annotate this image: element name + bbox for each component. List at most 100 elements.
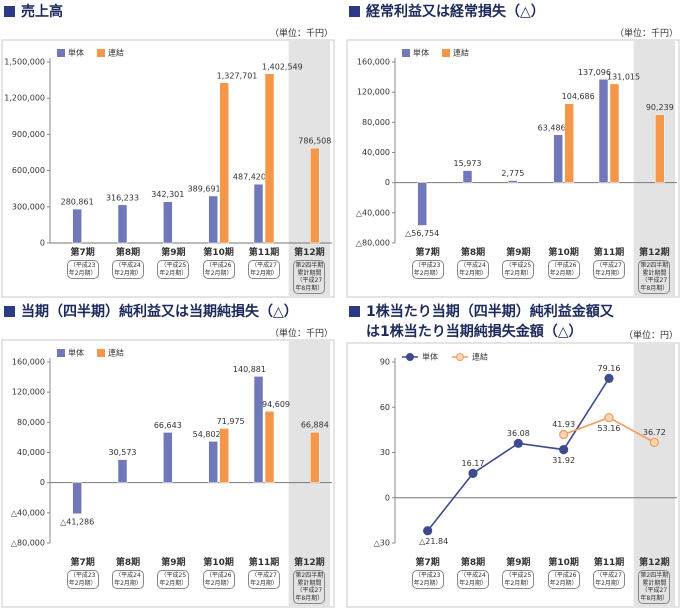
value-label: 2,775 bbox=[501, 169, 524, 178]
category-note: 第2四半期累計期間（平成27年8月期） bbox=[638, 570, 671, 604]
highlight-column bbox=[633, 344, 675, 606]
bar bbox=[208, 441, 218, 483]
value-label: △41,286 bbox=[60, 517, 94, 526]
category-note: （平成25年2月期） bbox=[502, 570, 535, 589]
category-name: 第7期 bbox=[70, 558, 95, 568]
plot-frame bbox=[346, 39, 680, 298]
bar bbox=[117, 459, 128, 483]
category-note: 第2四半期累計期間（平成27年8月期） bbox=[293, 260, 326, 294]
x-tick-label: 第7期 （平成23年2月期） bbox=[405, 247, 451, 279]
chart-title: 売上高 bbox=[4, 2, 341, 22]
chart-title: 1株当たり当期（四半期）純利益金額又は1株当たり当期純損失金額（△） bbox=[349, 302, 621, 342]
category-note: （平成27年2月期） bbox=[248, 260, 280, 279]
x-tick-label: 第11期 （平成27年2月期） bbox=[586, 557, 632, 589]
chart-title: 経常利益又は経常損失（△） bbox=[349, 2, 680, 22]
category-note: （平成27年2月期） bbox=[248, 570, 280, 589]
y-tick-label: △40,000 bbox=[356, 208, 390, 217]
bar bbox=[219, 82, 229, 244]
legend-label: 単体 bbox=[68, 348, 84, 358]
bar bbox=[564, 103, 574, 183]
y-tick-label: 90 bbox=[380, 358, 390, 367]
value-label: 66,884 bbox=[301, 421, 329, 430]
bar bbox=[462, 170, 473, 183]
bar bbox=[310, 147, 320, 244]
bar bbox=[72, 208, 82, 244]
value-label: 54,802 bbox=[193, 430, 221, 439]
highlight-column bbox=[288, 41, 330, 296]
unit-label: （単位：千円） bbox=[269, 329, 333, 339]
value-label: 30,573 bbox=[109, 448, 137, 457]
category-note: （平成24年2月期） bbox=[457, 570, 489, 589]
value-label: 90,239 bbox=[646, 103, 674, 112]
y-tick-label: 60 bbox=[380, 403, 390, 412]
category-name: 第7期 bbox=[415, 248, 440, 258]
y-tick-label: 1,200,000 bbox=[4, 94, 45, 103]
category-name: 第7期 bbox=[415, 558, 440, 568]
x-tick-label: 第7期 （平成23年2月期） bbox=[60, 557, 106, 589]
point bbox=[559, 445, 569, 455]
y-tick-label: 120,000 bbox=[12, 388, 45, 397]
y-tick-label: 1,500,000 bbox=[4, 58, 45, 67]
x-tick-label: 第8期 （平成24年2月期） bbox=[105, 247, 151, 279]
y-tick-label: 300,000 bbox=[12, 202, 45, 211]
value-label: 131,015 bbox=[607, 72, 640, 81]
value-label: 342,301 bbox=[151, 190, 184, 199]
value-label: 487,420 bbox=[233, 173, 266, 182]
bar bbox=[72, 482, 82, 515]
bar bbox=[609, 83, 620, 183]
x-tick-label: 第10期 （平成26年2月期） bbox=[541, 557, 587, 589]
x-tick-label: 第12期 第2四半期累計期間（平成27年8月期） bbox=[286, 247, 332, 294]
y-tick-label: △80,000 bbox=[11, 539, 45, 548]
category-name: 第12期 bbox=[639, 558, 670, 568]
bar bbox=[598, 79, 609, 183]
legend-label: 単体 bbox=[68, 48, 84, 58]
y-tick-label: 80,000 bbox=[17, 418, 45, 427]
bar bbox=[553, 134, 563, 183]
category-note: （平成23年2月期） bbox=[66, 570, 99, 589]
x-tick-label: 第9期 （平成25年2月期） bbox=[495, 557, 541, 589]
category-name: 第8期 bbox=[115, 248, 141, 258]
y-tick-label: 0 bbox=[40, 478, 45, 487]
value-label: 66,643 bbox=[154, 421, 182, 430]
legend-swatch bbox=[57, 49, 65, 57]
y-tick-label: 30 bbox=[380, 448, 390, 457]
highlight-column bbox=[633, 41, 675, 296]
legend-label: 連結 bbox=[472, 352, 488, 362]
legend-label: 単体 bbox=[413, 48, 429, 58]
legend-label: 単体 bbox=[422, 352, 438, 362]
x-tick-label: 第10期 （平成26年2月期） bbox=[196, 247, 242, 279]
category-name: 第10期 bbox=[548, 558, 579, 568]
legend-marker bbox=[406, 353, 414, 361]
x-tick-label: 第8期 （平成24年2月期） bbox=[105, 557, 151, 589]
category-note: （平成27年2月期） bbox=[593, 260, 625, 279]
legend-marker bbox=[456, 353, 464, 361]
y-tick-label: 0 bbox=[385, 493, 390, 502]
category-note: （平成24年2月期） bbox=[457, 260, 489, 279]
category-note: （平成24年2月期） bbox=[112, 570, 144, 589]
category-note: （平成25年2月期） bbox=[502, 260, 535, 279]
bar bbox=[219, 428, 229, 483]
bar bbox=[508, 180, 518, 183]
x-tick-label: 第12期 第2四半期累計期間（平成27年8月期） bbox=[286, 557, 332, 604]
category-note: （平成23年2月期） bbox=[66, 260, 99, 279]
value-label: 36.72 bbox=[643, 428, 666, 437]
category-note: （平成25年2月期） bbox=[157, 260, 190, 279]
category-name: 第10期 bbox=[548, 248, 579, 258]
bar bbox=[264, 73, 275, 244]
point bbox=[604, 412, 614, 423]
value-label: 280,861 bbox=[61, 198, 94, 207]
x-tick-label: 第8期 （平成24年2月期） bbox=[450, 557, 496, 589]
category-name: 第8期 bbox=[460, 248, 486, 258]
category-name: 第9期 bbox=[506, 248, 531, 258]
series-line bbox=[427, 377, 610, 532]
category-note: （平成24年2月期） bbox=[112, 260, 144, 279]
bar bbox=[163, 201, 173, 244]
bar bbox=[253, 183, 264, 244]
bar bbox=[208, 195, 218, 244]
y-tick-label: 40,000 bbox=[17, 448, 45, 457]
y-tick-label: 900,000 bbox=[12, 130, 45, 139]
value-label: 36.08 bbox=[507, 429, 530, 438]
value-label: 389,691 bbox=[188, 184, 221, 193]
